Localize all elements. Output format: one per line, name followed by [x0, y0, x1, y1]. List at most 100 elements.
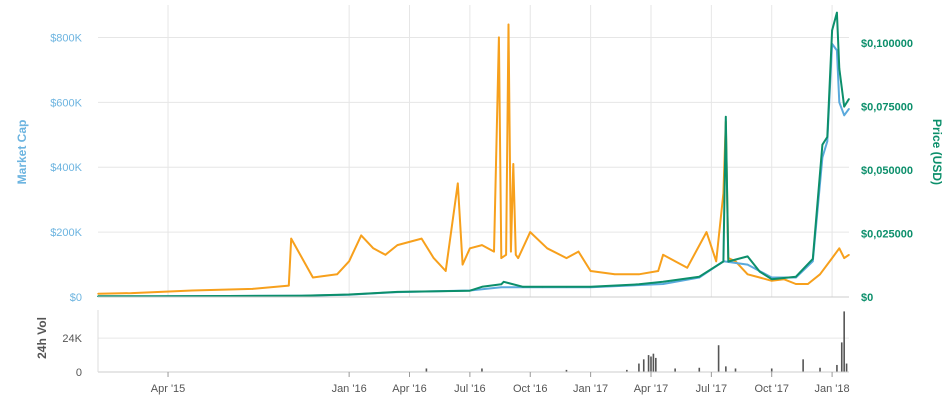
x-tick-label: Jul '17 [696, 383, 727, 395]
x-tick-label: Jan '17 [573, 383, 608, 395]
volume-bar [655, 357, 657, 372]
volume-bar [481, 368, 483, 372]
left-tick-label: $800K [50, 32, 82, 44]
data-point [758, 276, 761, 279]
data-point [795, 283, 797, 285]
volume-bar [734, 368, 737, 372]
data-point [674, 260, 676, 263]
volume-bar [717, 345, 720, 372]
data-point [662, 283, 664, 285]
data-point [510, 250, 512, 253]
data-point [613, 273, 616, 276]
data-point [821, 143, 824, 146]
volume-bar [638, 363, 640, 372]
data-point [848, 98, 850, 100]
data-point [686, 267, 689, 269]
volume-tick-label: 0 [76, 367, 82, 379]
right-tick-label: $0,100000 [861, 38, 913, 50]
volume-bar [674, 368, 676, 372]
data-point [372, 247, 375, 250]
right-tick-label: $0 [861, 292, 873, 304]
right-axis-title: Price (USD) [930, 119, 944, 185]
data-point [819, 273, 821, 276]
x-tick-label: Apr '15 [151, 383, 186, 395]
data-point [795, 275, 797, 278]
volume-bar [843, 311, 845, 372]
data-point [662, 280, 664, 283]
volume-bar [770, 368, 773, 372]
data-point [348, 260, 350, 263]
data-point [811, 260, 814, 263]
data-point [831, 257, 833, 259]
volume-line [97, 23, 850, 295]
left-tick-label: $200K [50, 227, 82, 239]
data-point [500, 286, 503, 289]
data-point [251, 288, 254, 290]
volume-tick-label: 24K [62, 333, 82, 345]
data-point [727, 260, 730, 263]
data-point [312, 276, 314, 279]
data-point [396, 244, 399, 246]
data-point [698, 275, 701, 278]
data-point [770, 278, 773, 281]
data-point [529, 231, 532, 233]
data-point [657, 270, 660, 272]
data-point [360, 234, 363, 237]
volume-bar [845, 363, 848, 372]
data-point [848, 108, 850, 110]
data-point [838, 101, 841, 104]
data-point [469, 289, 471, 292]
data-point [420, 237, 423, 240]
data-point [502, 280, 505, 283]
data-point [770, 279, 773, 282]
data-point [836, 49, 838, 52]
left-tick-label: $600K [50, 97, 82, 109]
data-point [444, 270, 447, 272]
data-point [500, 257, 503, 259]
volume-bar [819, 367, 821, 372]
data-point [546, 247, 548, 250]
x-tick-label: Jul '16 [454, 383, 485, 395]
data-point [848, 254, 850, 256]
data-point [457, 182, 459, 185]
x-tick-label: Oct '16 [513, 383, 548, 395]
data-point [807, 283, 809, 285]
right-tick-label: $0,075000 [861, 102, 913, 114]
data-point [831, 29, 833, 32]
data-point [705, 231, 708, 233]
data-point [227, 295, 230, 297]
volume-bar [565, 369, 568, 372]
data-point [348, 293, 350, 296]
data-point [589, 286, 592, 288]
data-point [97, 292, 99, 295]
x-tick-label: Apr '16 [392, 383, 427, 395]
data-point [746, 255, 749, 258]
left-tick-label: $0 [70, 292, 82, 304]
data-point [758, 270, 761, 273]
data-point [500, 283, 503, 286]
data-point [746, 273, 749, 276]
x-tick-label: Apr '17 [634, 383, 669, 395]
data-point [498, 36, 500, 39]
axes: $0 $200K $400K $600K $800K $0 $0,025000 $0,0500… [50, 32, 913, 395]
data-point [481, 286, 483, 288]
right-tick-label: $0,050000 [861, 165, 913, 177]
data-point [191, 289, 193, 292]
data-point [826, 140, 829, 143]
data-point [811, 258, 814, 260]
right-tick-label: $0,025000 [861, 229, 913, 241]
volume-bar [642, 359, 645, 372]
volume-axis-title: 24h Vol [35, 317, 49, 359]
volume-bar [647, 355, 650, 372]
data-point [517, 257, 519, 259]
data-point [662, 254, 664, 256]
data-point [507, 23, 510, 26]
data-point [522, 286, 524, 288]
data-point [565, 257, 568, 259]
data-point [432, 257, 435, 259]
data-point [493, 250, 495, 253]
volume-bar [698, 367, 701, 372]
data-point [469, 247, 471, 250]
volume-bar [725, 366, 727, 372]
